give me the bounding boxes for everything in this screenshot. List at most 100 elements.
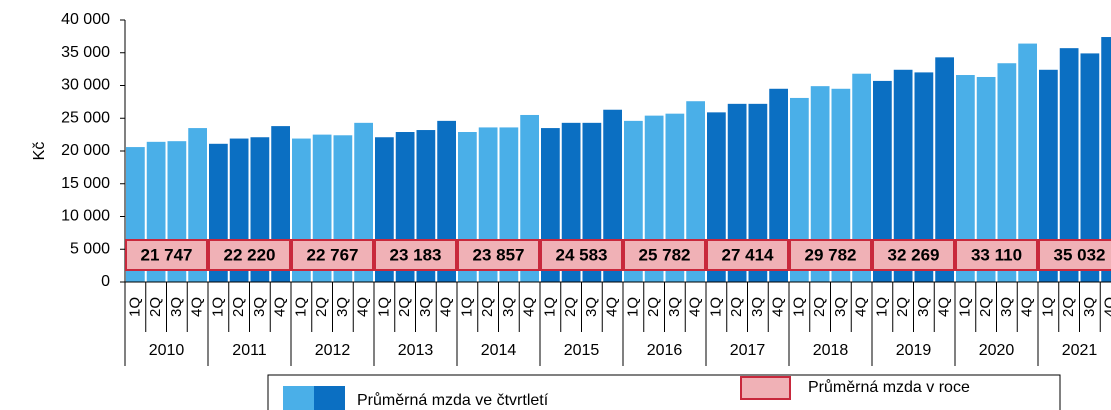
y-axis-label: Kč bbox=[31, 142, 48, 161]
annual-box bbox=[1038, 239, 1111, 271]
annual-box bbox=[125, 239, 208, 271]
bar bbox=[727, 103, 747, 282]
x-tick-label: 2Q bbox=[562, 297, 579, 317]
annual-box bbox=[291, 239, 374, 271]
x-tick-label: 3Q bbox=[749, 297, 766, 317]
x-tick-label: 1Q bbox=[707, 297, 724, 317]
annual-label: 32 269 bbox=[888, 245, 940, 264]
x-tick-label: 4Q bbox=[189, 297, 206, 317]
x-tick-label: 2Q bbox=[230, 297, 247, 317]
y-tick-label: 10 000 bbox=[61, 208, 110, 225]
x-tick-label: 2Q bbox=[811, 297, 828, 317]
x-tick-label: 1Q bbox=[873, 297, 890, 317]
bar bbox=[873, 80, 892, 282]
annual-label: 35 032 bbox=[1054, 245, 1106, 264]
x-tick-label: 2Q bbox=[479, 297, 496, 317]
x-tick-label: 3Q bbox=[915, 297, 932, 317]
year-label: 2010 bbox=[149, 342, 185, 359]
annual-box bbox=[955, 239, 1038, 271]
bar bbox=[893, 69, 913, 282]
legend-swatch bbox=[740, 376, 791, 400]
x-tick-label: 3Q bbox=[583, 297, 600, 317]
y-tick-label: 35 000 bbox=[61, 44, 110, 61]
x-tick-label: 4Q bbox=[438, 297, 455, 317]
bar bbox=[956, 75, 975, 283]
annual-label: 27 414 bbox=[722, 245, 775, 264]
x-tick-label: 3Q bbox=[417, 297, 434, 317]
x-tick-label: 4Q bbox=[936, 297, 953, 317]
x-tick-label: 4Q bbox=[1102, 297, 1111, 317]
legend-swatch bbox=[314, 386, 345, 410]
annual-label: 33 110 bbox=[971, 245, 1022, 264]
year-label: 2015 bbox=[564, 342, 600, 359]
annual-box bbox=[540, 239, 623, 271]
annual-box bbox=[872, 239, 955, 271]
legend-swatch bbox=[283, 386, 314, 410]
year-label: 2016 bbox=[647, 342, 683, 359]
year-label: 2018 bbox=[813, 342, 849, 359]
annual-box bbox=[457, 239, 540, 271]
year-label: 2012 bbox=[315, 342, 351, 359]
x-tick-label: 3Q bbox=[251, 297, 268, 317]
year-label: 2014 bbox=[481, 342, 517, 359]
year-label: 2019 bbox=[896, 342, 932, 359]
bar bbox=[1039, 69, 1058, 282]
x-tick-label: 4Q bbox=[1019, 297, 1036, 317]
x-tick-label: 1Q bbox=[1039, 297, 1056, 317]
x-tick-label: 1Q bbox=[375, 297, 392, 317]
bar bbox=[1080, 53, 1100, 282]
x-tick-label: 3Q bbox=[998, 297, 1015, 317]
x-tick-label: 2Q bbox=[396, 297, 413, 317]
year-label: 2021 bbox=[1062, 342, 1098, 359]
x-tick-label: 4Q bbox=[521, 297, 538, 317]
annual-box bbox=[789, 239, 872, 271]
x-tick-label: 4Q bbox=[272, 297, 289, 317]
x-tick-label: 4Q bbox=[687, 297, 704, 317]
bar bbox=[686, 101, 705, 282]
bar bbox=[769, 88, 788, 283]
annual-box bbox=[623, 239, 706, 271]
x-tick-label: 4Q bbox=[604, 297, 621, 317]
annual-label: 24 583 bbox=[556, 245, 608, 264]
x-tick-label: 2Q bbox=[313, 297, 330, 317]
x-tick-label: 4Q bbox=[770, 297, 787, 317]
year-label: 2017 bbox=[730, 342, 766, 359]
y-tick-label: 20 000 bbox=[61, 142, 110, 159]
x-tick-label: 4Q bbox=[355, 297, 372, 317]
x-tick-label: 3Q bbox=[500, 297, 517, 317]
y-tick-label: 30 000 bbox=[61, 77, 110, 94]
x-tick-label: 1Q bbox=[790, 297, 807, 317]
bar bbox=[810, 86, 830, 282]
annual-box bbox=[374, 239, 457, 271]
x-tick-label: 2Q bbox=[728, 297, 745, 317]
x-tick-label: 3Q bbox=[334, 297, 351, 317]
y-tick-label: 15 000 bbox=[61, 175, 110, 192]
legend-box bbox=[267, 374, 1061, 410]
x-tick-label: 1Q bbox=[624, 297, 641, 317]
bar bbox=[603, 109, 622, 282]
x-tick-label: 3Q bbox=[168, 297, 185, 317]
bar bbox=[1018, 43, 1037, 282]
year-label: 2020 bbox=[979, 342, 1015, 359]
bar bbox=[831, 88, 851, 283]
y-tick-label: 0 bbox=[101, 273, 110, 290]
x-tick-label: 1Q bbox=[126, 297, 143, 317]
legend-label: Průměrná mzda v roce bbox=[808, 378, 970, 396]
bar bbox=[1101, 37, 1111, 282]
x-tick-label: 4Q bbox=[853, 297, 870, 317]
bar bbox=[852, 73, 871, 283]
x-tick-label: 3Q bbox=[832, 297, 849, 317]
year-label: 2011 bbox=[232, 342, 267, 359]
x-tick-label: 1Q bbox=[458, 297, 475, 317]
x-tick-label: 1Q bbox=[209, 297, 226, 317]
year-label: 2013 bbox=[398, 342, 434, 359]
annual-label: 25 782 bbox=[639, 245, 691, 264]
annual-label: 22 767 bbox=[307, 245, 359, 264]
x-tick-label: 2Q bbox=[894, 297, 911, 317]
x-tick-label: 2Q bbox=[645, 297, 662, 317]
annual-box bbox=[208, 239, 291, 271]
x-tick-label: 2Q bbox=[147, 297, 164, 317]
x-tick-label: 1Q bbox=[956, 297, 973, 317]
x-tick-label: 1Q bbox=[292, 297, 309, 317]
